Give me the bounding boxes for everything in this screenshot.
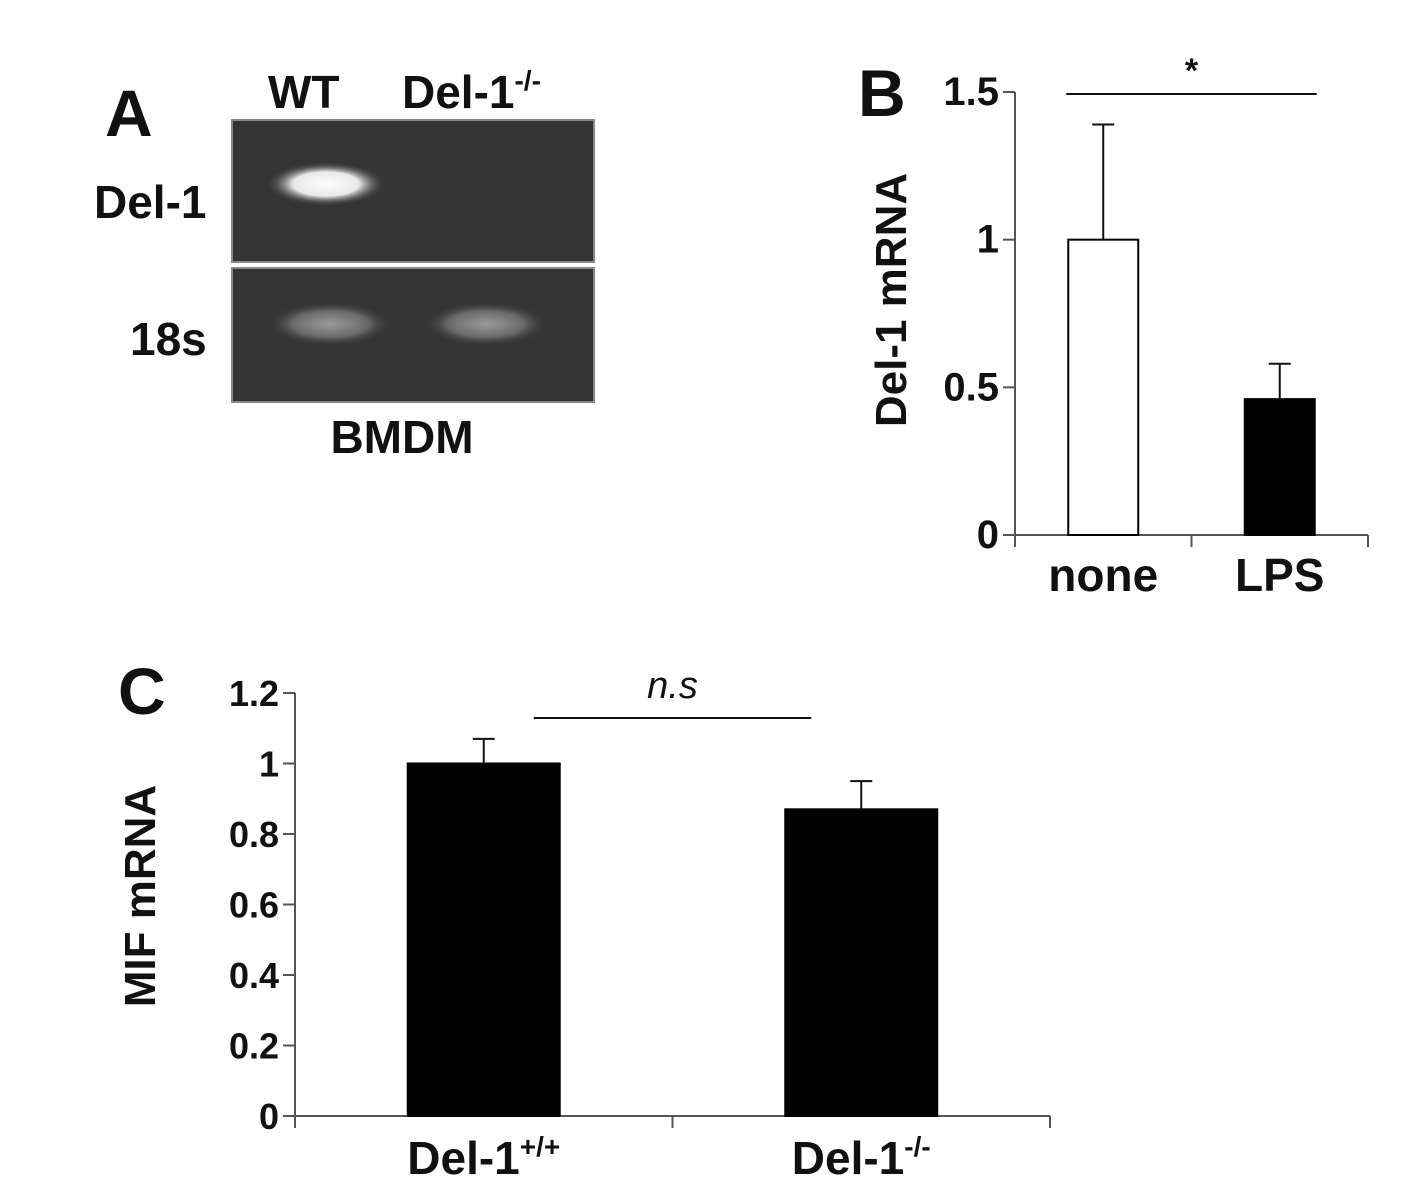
panel-b-letter: B: [858, 56, 906, 130]
panel-b-significance-label: *: [1185, 52, 1199, 90]
panel-c-y-tick-label: 0.6: [229, 885, 279, 926]
panel-c-y-tick-label: 0: [259, 1096, 279, 1137]
panel-b-y-tick-label: 1.5: [943, 70, 999, 114]
panel-c-letter: C: [118, 654, 166, 728]
panel-c-y-axis-label: MIF mRNA: [116, 785, 165, 1007]
panel-a-caption: BMDM: [330, 411, 473, 463]
panel-b-category-label: none: [1048, 549, 1158, 601]
panel-c-category-label: Del-1-/-: [792, 1131, 931, 1184]
panel-b-y-tick-label: 0.5: [943, 365, 999, 409]
panel-c: C MIF mRNA 0 0.2 0.4 0.6 0.8 1 1.2 Del-1+/+ Del-…: [116, 654, 1051, 1184]
panel-b-bar: [1243, 398, 1316, 536]
panel-b: B Del-1 mRNA 0 0.5 1 1.5 none LPS *: [858, 52, 1369, 601]
panel-c-category-label: Del-1+/+: [407, 1131, 560, 1184]
panel-a-letter: A: [105, 76, 153, 150]
panel-c-y-tick-label: 1: [259, 744, 279, 785]
panel-c-y-tick-label: 1.2: [229, 673, 279, 714]
panel-c-plot: 0 0.2 0.4 0.6 0.8 1 1.2 Del-1+/+ Del-1-/- n.s: [229, 665, 1051, 1184]
row-label-del1: Del-1: [94, 176, 206, 228]
panel-c-bar: [784, 808, 939, 1117]
lane-label-wt: WT: [268, 66, 340, 118]
panel-b-y-tick-label: 0: [977, 513, 999, 557]
gel-band-18s-wt: [268, 302, 392, 346]
panel-a: A WT Del-1-/- Del-1 18s BMDM: [94, 65, 595, 463]
panel-c-y-tick-label: 0.4: [229, 955, 279, 996]
row-label-18s: 18s: [130, 313, 207, 365]
gel-band-18s-ko: [424, 302, 548, 346]
panel-b-category-label: LPS: [1235, 549, 1324, 601]
panel-c-y-tick-label: 0.8: [229, 814, 279, 855]
panel-b-bar: [1067, 238, 1140, 537]
panel-c-y-tick-label: 0.2: [229, 1026, 279, 1067]
gel-band-del1-wt: [266, 162, 386, 206]
lane-label-knockout: Del-1-/-: [402, 65, 541, 118]
panel-b-y-axis-label: Del-1 mRNA: [867, 173, 916, 427]
panel-b-y-tick-label: 1: [977, 218, 999, 262]
panel-c-bar: [406, 762, 561, 1117]
panel-c-significance-label: n.s: [647, 665, 698, 707]
panel-b-plot: 0 0.5 1 1.5 none LPS *: [943, 52, 1369, 601]
